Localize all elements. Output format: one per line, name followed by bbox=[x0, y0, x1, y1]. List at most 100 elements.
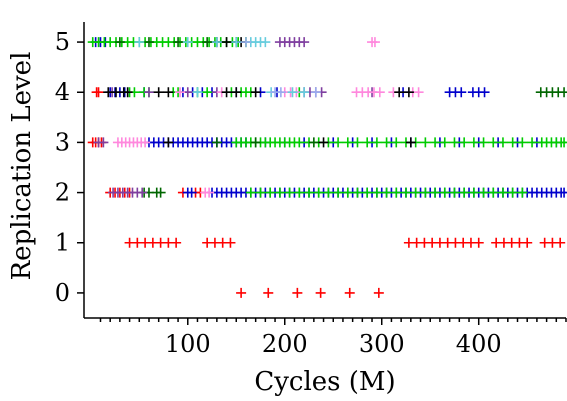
data-point bbox=[202, 87, 213, 98]
data-point bbox=[381, 187, 392, 198]
data-point bbox=[342, 187, 353, 198]
data-point bbox=[522, 237, 533, 248]
data-point bbox=[459, 137, 470, 148]
series-1 bbox=[90, 37, 567, 198]
data-point bbox=[182, 37, 193, 48]
data-point bbox=[299, 37, 310, 48]
data-point bbox=[292, 287, 303, 298]
data-point bbox=[352, 137, 363, 148]
data-point bbox=[413, 87, 424, 98]
data-point bbox=[318, 137, 329, 148]
data-point bbox=[373, 287, 384, 298]
data-point bbox=[221, 87, 232, 98]
series-3 bbox=[114, 37, 567, 198]
data-point bbox=[211, 37, 222, 48]
x-tick-label: 400 bbox=[456, 330, 502, 358]
y-tick-label: 1 bbox=[55, 229, 70, 257]
data-point bbox=[255, 187, 266, 198]
data-point bbox=[459, 187, 470, 198]
data-point bbox=[260, 37, 271, 48]
data-point bbox=[517, 187, 528, 198]
data-point bbox=[134, 37, 145, 48]
data-point bbox=[245, 187, 256, 198]
data-point bbox=[163, 137, 174, 148]
data-point bbox=[202, 37, 213, 48]
data-point bbox=[171, 237, 182, 248]
data-point bbox=[250, 87, 261, 98]
data-point bbox=[186, 187, 197, 198]
data-point bbox=[303, 187, 314, 198]
data-point bbox=[287, 87, 298, 98]
data-point bbox=[449, 137, 460, 148]
data-point bbox=[240, 37, 251, 48]
x-axis-title: Cycles (M) bbox=[254, 367, 395, 396]
data-point bbox=[391, 137, 402, 148]
data-point bbox=[294, 187, 305, 198]
data-point bbox=[153, 87, 164, 98]
data-point bbox=[468, 137, 479, 148]
data-point bbox=[381, 137, 392, 148]
data-point bbox=[155, 187, 166, 198]
y-tick-label: 0 bbox=[55, 279, 70, 307]
data-point bbox=[265, 187, 276, 198]
data-point bbox=[323, 187, 334, 198]
data-point bbox=[507, 137, 518, 148]
series-5 bbox=[112, 37, 424, 198]
data-point bbox=[369, 37, 380, 48]
data-point bbox=[93, 87, 104, 98]
series-6 bbox=[103, 37, 416, 148]
data-point bbox=[488, 137, 499, 148]
data-point bbox=[204, 187, 215, 198]
data-point bbox=[315, 287, 326, 298]
data-point bbox=[275, 87, 286, 98]
data-point bbox=[478, 137, 489, 148]
data-point bbox=[225, 237, 236, 248]
data-point bbox=[192, 87, 203, 98]
series-8 bbox=[240, 37, 321, 98]
y-tick-label: 3 bbox=[55, 128, 70, 156]
data-point bbox=[362, 137, 373, 148]
data-point bbox=[559, 137, 567, 148]
data-point bbox=[98, 137, 109, 148]
data-point bbox=[478, 187, 489, 198]
data-point bbox=[468, 187, 479, 198]
data-point bbox=[294, 137, 305, 148]
data-point bbox=[274, 187, 285, 198]
data-point bbox=[394, 87, 405, 98]
data-point bbox=[362, 187, 373, 198]
data-point bbox=[371, 137, 382, 148]
x-tick-label: 200 bbox=[262, 330, 308, 358]
data-point bbox=[517, 137, 528, 148]
data-point bbox=[371, 187, 382, 198]
data-point bbox=[263, 287, 274, 298]
data-point bbox=[342, 137, 353, 148]
data-point bbox=[308, 137, 319, 148]
data-point bbox=[559, 187, 567, 198]
data-point bbox=[527, 137, 538, 148]
data-point bbox=[333, 137, 344, 148]
data-point bbox=[231, 37, 242, 48]
data-point bbox=[400, 187, 411, 198]
data-point bbox=[137, 187, 148, 198]
data-point bbox=[403, 87, 414, 98]
x-tick-label: 300 bbox=[359, 330, 405, 358]
data-point bbox=[284, 187, 295, 198]
data-point bbox=[559, 87, 567, 98]
data-point bbox=[163, 87, 174, 98]
data-point bbox=[333, 187, 344, 198]
data-point bbox=[420, 187, 431, 198]
data-point bbox=[236, 287, 247, 298]
axes-layer bbox=[83, 22, 566, 319]
data-point bbox=[439, 187, 450, 198]
data-point bbox=[410, 187, 421, 198]
data-point bbox=[173, 37, 184, 48]
data-point bbox=[122, 87, 133, 98]
data-point bbox=[143, 87, 154, 98]
data-point bbox=[430, 137, 441, 148]
y-tick-label: 5 bbox=[55, 28, 70, 56]
data-point bbox=[211, 137, 222, 148]
data-point bbox=[231, 87, 242, 98]
data-point bbox=[352, 187, 363, 198]
